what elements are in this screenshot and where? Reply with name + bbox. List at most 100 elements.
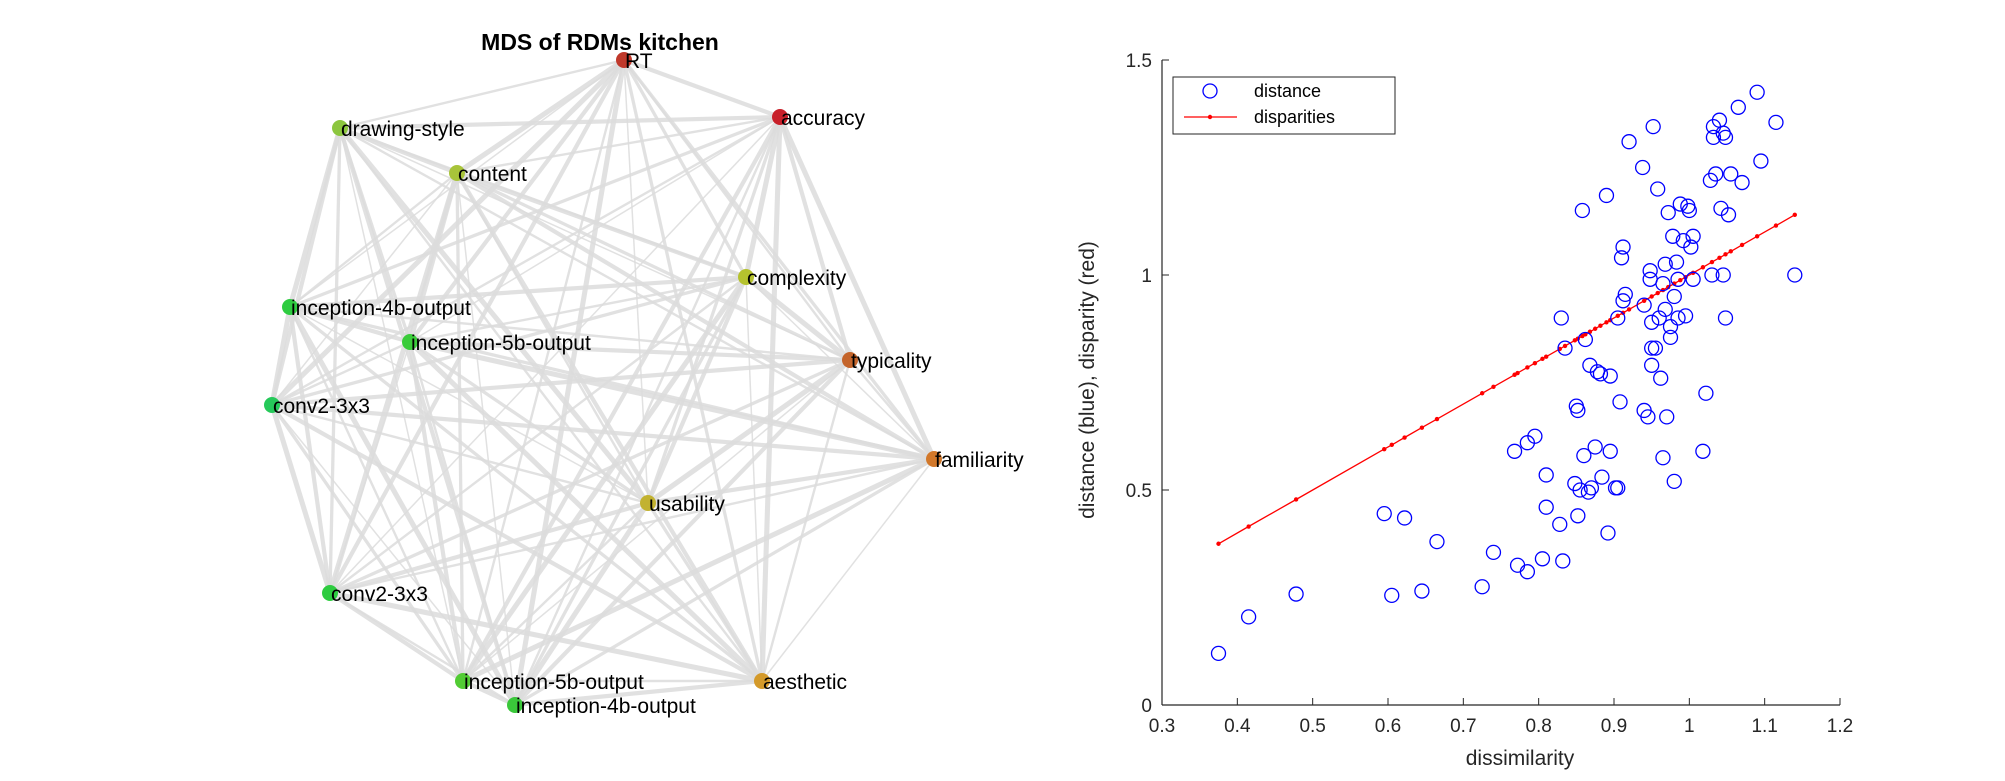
distance-point <box>1662 318 1679 335</box>
disparities-point <box>1792 212 1797 217</box>
distance-point <box>1655 275 1671 292</box>
mds-edge <box>271 172 458 406</box>
disparities-point <box>1583 332 1588 337</box>
mds-node <box>842 352 858 368</box>
mds-edge <box>777 115 937 461</box>
disparities-point <box>1216 541 1221 546</box>
mds-edge <box>271 402 935 462</box>
distance-point <box>1681 202 1697 219</box>
mds-node <box>322 585 338 601</box>
disparities-point <box>1434 416 1440 422</box>
distance-point <box>1787 267 1803 283</box>
y-tick-label: 1.5 <box>1126 51 1152 72</box>
mds-node-label: content <box>458 163 527 186</box>
disparities-point <box>1562 343 1568 349</box>
distance-point <box>1610 310 1626 326</box>
mds-edge <box>409 339 851 363</box>
distance-series <box>1210 84 1803 662</box>
disparities-point <box>1641 298 1647 303</box>
mds-edge <box>271 357 851 408</box>
distance-point <box>1704 267 1720 283</box>
distance-point <box>1705 129 1722 146</box>
disparities-point <box>1678 277 1683 283</box>
distance-point <box>1651 310 1667 326</box>
mds-edge <box>329 590 763 684</box>
disparities-series <box>1216 212 1797 546</box>
mds-edge <box>289 305 851 362</box>
mds-edge <box>513 358 852 707</box>
mds-edge <box>759 116 783 682</box>
disparities-point <box>1739 242 1745 248</box>
disparities-point <box>1754 234 1760 239</box>
mds-edge <box>462 679 516 707</box>
mds-node <box>772 109 788 125</box>
disparities-point <box>1532 360 1538 366</box>
distance-point <box>1666 473 1682 490</box>
distance-point <box>1288 586 1304 602</box>
mds-edge <box>270 58 626 407</box>
distance-point <box>1695 443 1711 459</box>
mds-edge <box>461 115 782 683</box>
distance-point <box>1698 385 1714 401</box>
distance-point <box>1642 263 1658 279</box>
disparities-point <box>1626 307 1632 312</box>
mds-edge <box>514 457 935 707</box>
mds-edge <box>269 306 293 406</box>
distance-point <box>1210 645 1227 662</box>
distance-point <box>1527 428 1543 444</box>
mds-edge <box>329 500 649 596</box>
distance-point <box>1598 187 1615 204</box>
mds-nodes: RT accuracy drawing-style content complexity… <box>264 50 1024 718</box>
distance-point <box>1429 533 1445 550</box>
mds-edge <box>289 306 649 504</box>
disparities-point <box>1491 384 1496 389</box>
distance-point <box>1720 207 1737 223</box>
x-tick-label: 0.6 <box>1375 716 1401 737</box>
mds-edge <box>455 57 626 176</box>
x-tick-label: 0.4 <box>1224 716 1251 737</box>
disparities-point <box>1709 259 1715 265</box>
mds-network-panel: MDS of RDMs kitchen RT accuracy drawing-st… <box>264 29 1024 718</box>
legend-distance-marker <box>1202 83 1218 99</box>
mds-edge <box>409 275 747 344</box>
mds-edge <box>646 276 748 504</box>
mds-edge <box>339 114 781 131</box>
mds-edge <box>271 404 516 706</box>
distance-point <box>1376 506 1392 522</box>
mds-edge <box>622 59 748 278</box>
disparities-point <box>1615 313 1620 319</box>
distance-point <box>1717 310 1734 326</box>
mds-edge <box>512 501 651 707</box>
mds-edge <box>409 339 935 462</box>
distance-point <box>1553 310 1569 326</box>
distance-point <box>1594 469 1610 485</box>
mds-edge <box>744 275 852 362</box>
mds-edge <box>289 172 458 308</box>
distance-point <box>1655 450 1671 466</box>
mds-edge <box>270 403 764 683</box>
mds-edge <box>338 126 650 505</box>
disparities-point <box>1728 249 1733 254</box>
disparities-point <box>1592 326 1598 331</box>
distance-point <box>1570 508 1586 524</box>
distance-point <box>1666 288 1682 305</box>
distance-point <box>1592 366 1609 382</box>
mds-edge <box>743 116 783 278</box>
disparities-point <box>1246 524 1251 529</box>
legend-box <box>1172 76 1396 135</box>
distance-point <box>1577 331 1594 348</box>
mds-edge <box>777 116 853 361</box>
mds-node <box>282 299 298 315</box>
distance-point <box>1576 447 1592 464</box>
distance-point <box>1534 551 1551 567</box>
disparities-point <box>1479 391 1485 396</box>
distance-point <box>1613 250 1630 266</box>
disparities-point <box>1655 290 1660 296</box>
distance-point <box>1600 525 1616 541</box>
scatter-panel: 0.3 0.4 0.5 0.6 0.7 0.8 0.9 1 1.1 1.2 0 0.5 1 1.5 dis… <box>1076 51 1853 770</box>
disparities-point <box>1717 255 1722 260</box>
distance-point <box>1602 368 1618 384</box>
mds-edge <box>328 127 342 594</box>
distance-point <box>1615 239 1631 255</box>
